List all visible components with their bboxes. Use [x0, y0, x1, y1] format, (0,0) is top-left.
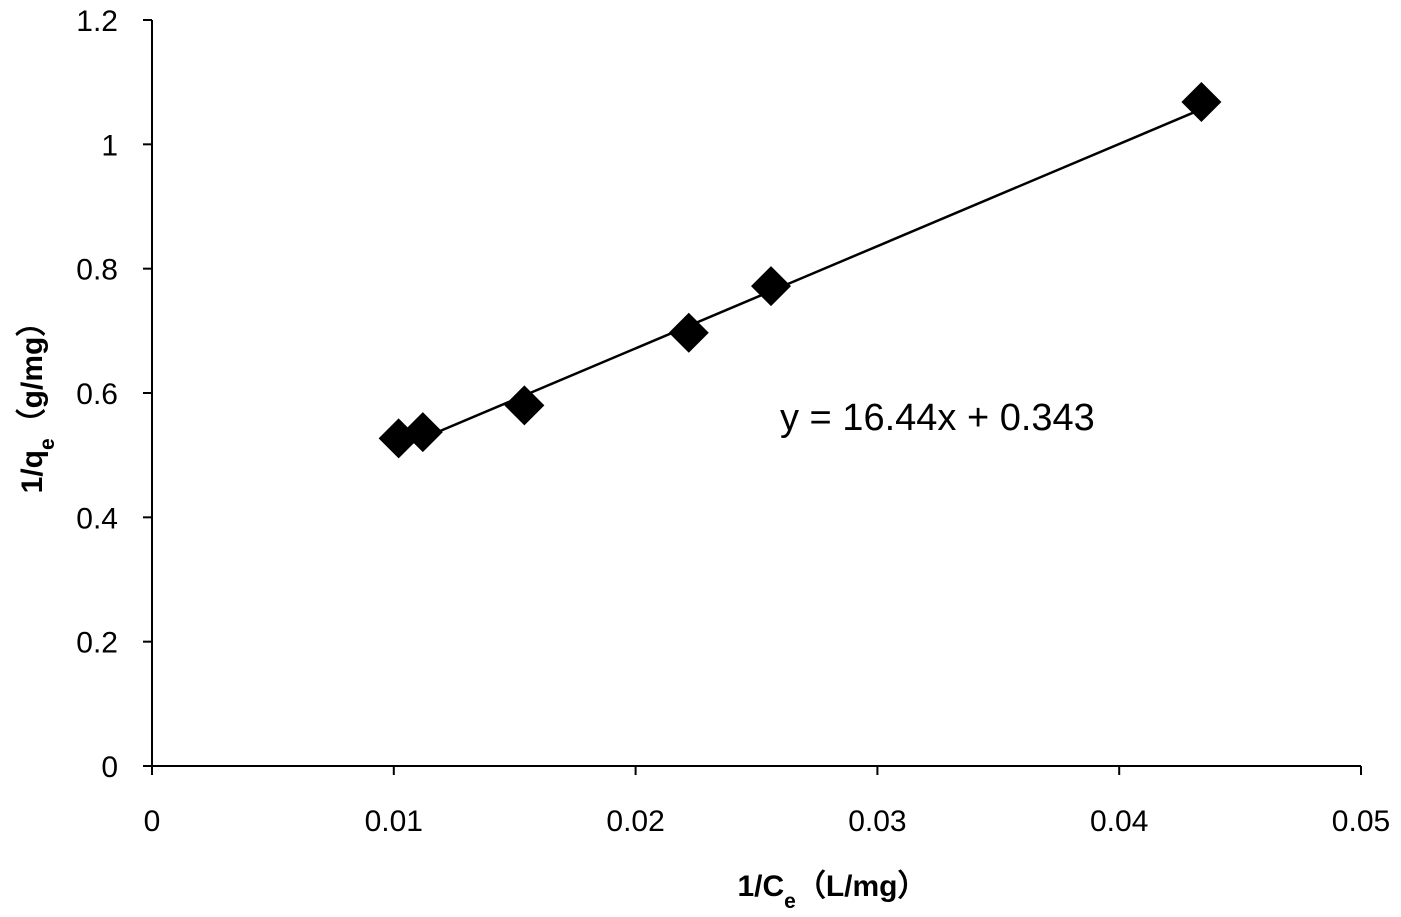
- data-point: [402, 412, 443, 453]
- trendline: [398, 108, 1202, 450]
- x-axis-title-sub: e: [784, 890, 796, 913]
- x-tick-label: 0.04: [1090, 805, 1148, 838]
- y-axis-title-main: 1/q: [16, 450, 49, 493]
- x-axis-title-unit: （L/mg）: [796, 869, 928, 903]
- y-axis-title-sub: e: [36, 438, 59, 450]
- y-tick-label: 0: [101, 751, 118, 784]
- x-ticks: 0 0.01 0.02 0.03 0.04 0.05: [144, 766, 1390, 838]
- x-tick-label: 0.02: [606, 805, 664, 838]
- data-points: [378, 82, 1222, 459]
- x-tick-label: 0.03: [848, 805, 906, 838]
- x-tick-label: 0: [144, 805, 161, 838]
- x-axis-title-main: 1/C: [737, 870, 784, 903]
- data-point: [504, 385, 545, 426]
- y-axis-title: 1/qe（g/mg）: [15, 307, 59, 494]
- y-axis-title-unit: （g/mg）: [15, 307, 49, 439]
- y-ticks: 0 0.2 0.4 0.6 0.8 1 1.2: [76, 5, 152, 784]
- y-tick-label: 0.6: [76, 378, 118, 411]
- y-tick-label: 0.8: [76, 254, 118, 287]
- x-tick-label: 0.05: [1332, 805, 1390, 838]
- data-point: [1181, 82, 1222, 123]
- y-tick-label: 0.2: [76, 627, 118, 660]
- trendline-group: [398, 108, 1202, 450]
- y-tick-label: 1.2: [76, 5, 118, 38]
- axes: [151, 20, 1361, 767]
- data-point: [668, 312, 709, 353]
- trendline-equation: y = 16.44x + 0.343: [780, 397, 1095, 439]
- x-tick-label: 0.01: [365, 805, 423, 838]
- y-tick-label: 0.4: [76, 502, 118, 535]
- x-axis-title: 1/Ce（L/mg）: [737, 869, 927, 912]
- y-tick-label: 1: [101, 129, 118, 162]
- data-point: [751, 266, 792, 307]
